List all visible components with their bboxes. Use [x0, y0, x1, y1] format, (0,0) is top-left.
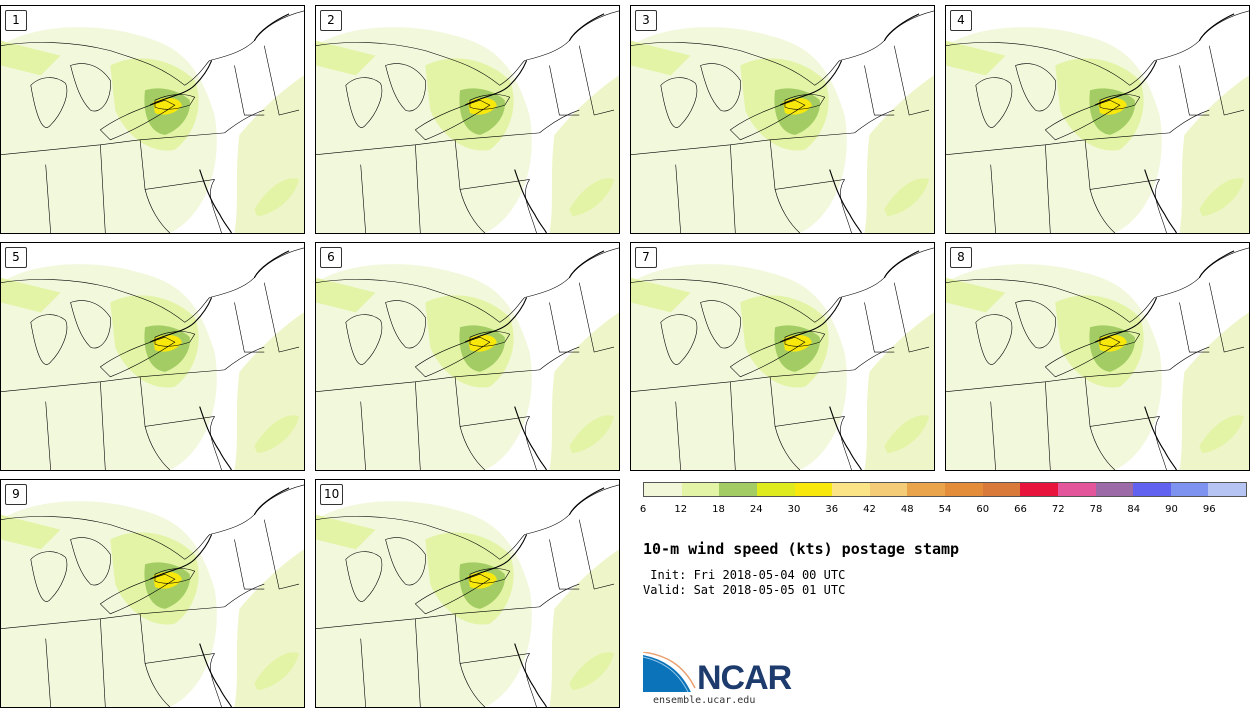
colorbar-tick-label: 24: [749, 504, 763, 515]
colorbar-tick-label: 30: [787, 504, 801, 515]
member-panel: 3: [630, 5, 935, 234]
member-panel: 7: [630, 242, 935, 471]
member-panel: 1: [0, 5, 305, 234]
member-number: 10: [320, 484, 344, 505]
colorbar-segment: [1057, 483, 1096, 496]
member-panel: 6: [315, 242, 620, 471]
map-image: [1, 247, 304, 470]
plot-title: 10-m wind speed (kts) postage stamp: [643, 540, 960, 558]
colorbar-tick-label: 42: [863, 504, 876, 515]
colorbar-tick-label: 60: [976, 504, 990, 515]
valid-time: Valid: Sat 2018-05-05 01 UTC: [643, 583, 846, 597]
colorbar-segment: [681, 483, 720, 496]
colorbar-segment: [869, 483, 908, 496]
member-number: 8: [950, 247, 972, 268]
map-image: [316, 10, 619, 233]
logo-wordmark: NCAR: [697, 659, 792, 697]
colorbar: [643, 482, 1247, 497]
member-panel: 10: [315, 479, 620, 708]
member-panel: 5: [0, 242, 305, 471]
member-number: 3: [635, 10, 657, 31]
site-url: ensemble.ucar.edu: [653, 695, 756, 706]
init-time: Init: Fri 2018-05-04 00 UTC: [643, 568, 846, 582]
colorbar-tick-label: 36: [825, 504, 839, 515]
map-image: [316, 484, 619, 707]
colorbar-segment: [644, 483, 682, 496]
member-number: 6: [320, 247, 342, 268]
member-panel: 9: [0, 479, 305, 708]
map-image: [316, 247, 619, 470]
member-number: 4: [950, 10, 972, 31]
colorbar-tick-label: 96: [1202, 504, 1216, 515]
colorbar-tick-label: 84: [1127, 504, 1141, 515]
map-image: [946, 10, 1249, 233]
colorbar-segment: [945, 483, 983, 496]
colorbar-segment: [1170, 483, 1209, 496]
member-panel: 8: [945, 242, 1250, 471]
member-number: 2: [320, 10, 342, 31]
map-image: [1, 484, 304, 707]
colorbar-tick-label: 6: [639, 504, 647, 515]
colorbar-segment: [794, 483, 833, 496]
colorbar-tick-label: 54: [938, 504, 952, 515]
colorbar-segment: [756, 483, 795, 496]
colorbar-tick-label: 78: [1089, 504, 1103, 515]
colorbar-segment: [1095, 483, 1134, 496]
colorbar-tick-label: 90: [1165, 504, 1178, 515]
colorbar-tick-label: 72: [1051, 504, 1065, 515]
colorbar-segment: [832, 483, 870, 496]
member-panel: 4: [945, 5, 1250, 234]
colorbar-segment: [1208, 483, 1246, 496]
colorbar-segment: [907, 483, 945, 496]
colorbar-segment: [1020, 483, 1058, 496]
colorbar-tick-label: 66: [1014, 504, 1027, 515]
colorbar-segment: [1133, 483, 1171, 496]
member-number: 9: [5, 484, 27, 505]
map-image: [631, 247, 934, 470]
member-number: 5: [5, 247, 27, 268]
map-image: [1, 10, 304, 233]
member-number: 1: [5, 10, 27, 31]
ncar-logo-icon: [643, 652, 696, 693]
colorbar-tick-label: 12: [674, 504, 688, 515]
map-image: [631, 10, 934, 233]
map-image: [946, 247, 1249, 470]
colorbar-tick-label: 18: [712, 504, 725, 515]
member-panel: 2: [315, 5, 620, 234]
colorbar-segment: [719, 483, 757, 496]
member-number: 7: [635, 247, 657, 268]
colorbar-segment: [982, 483, 1021, 496]
colorbar-tick-label: 48: [900, 504, 914, 515]
